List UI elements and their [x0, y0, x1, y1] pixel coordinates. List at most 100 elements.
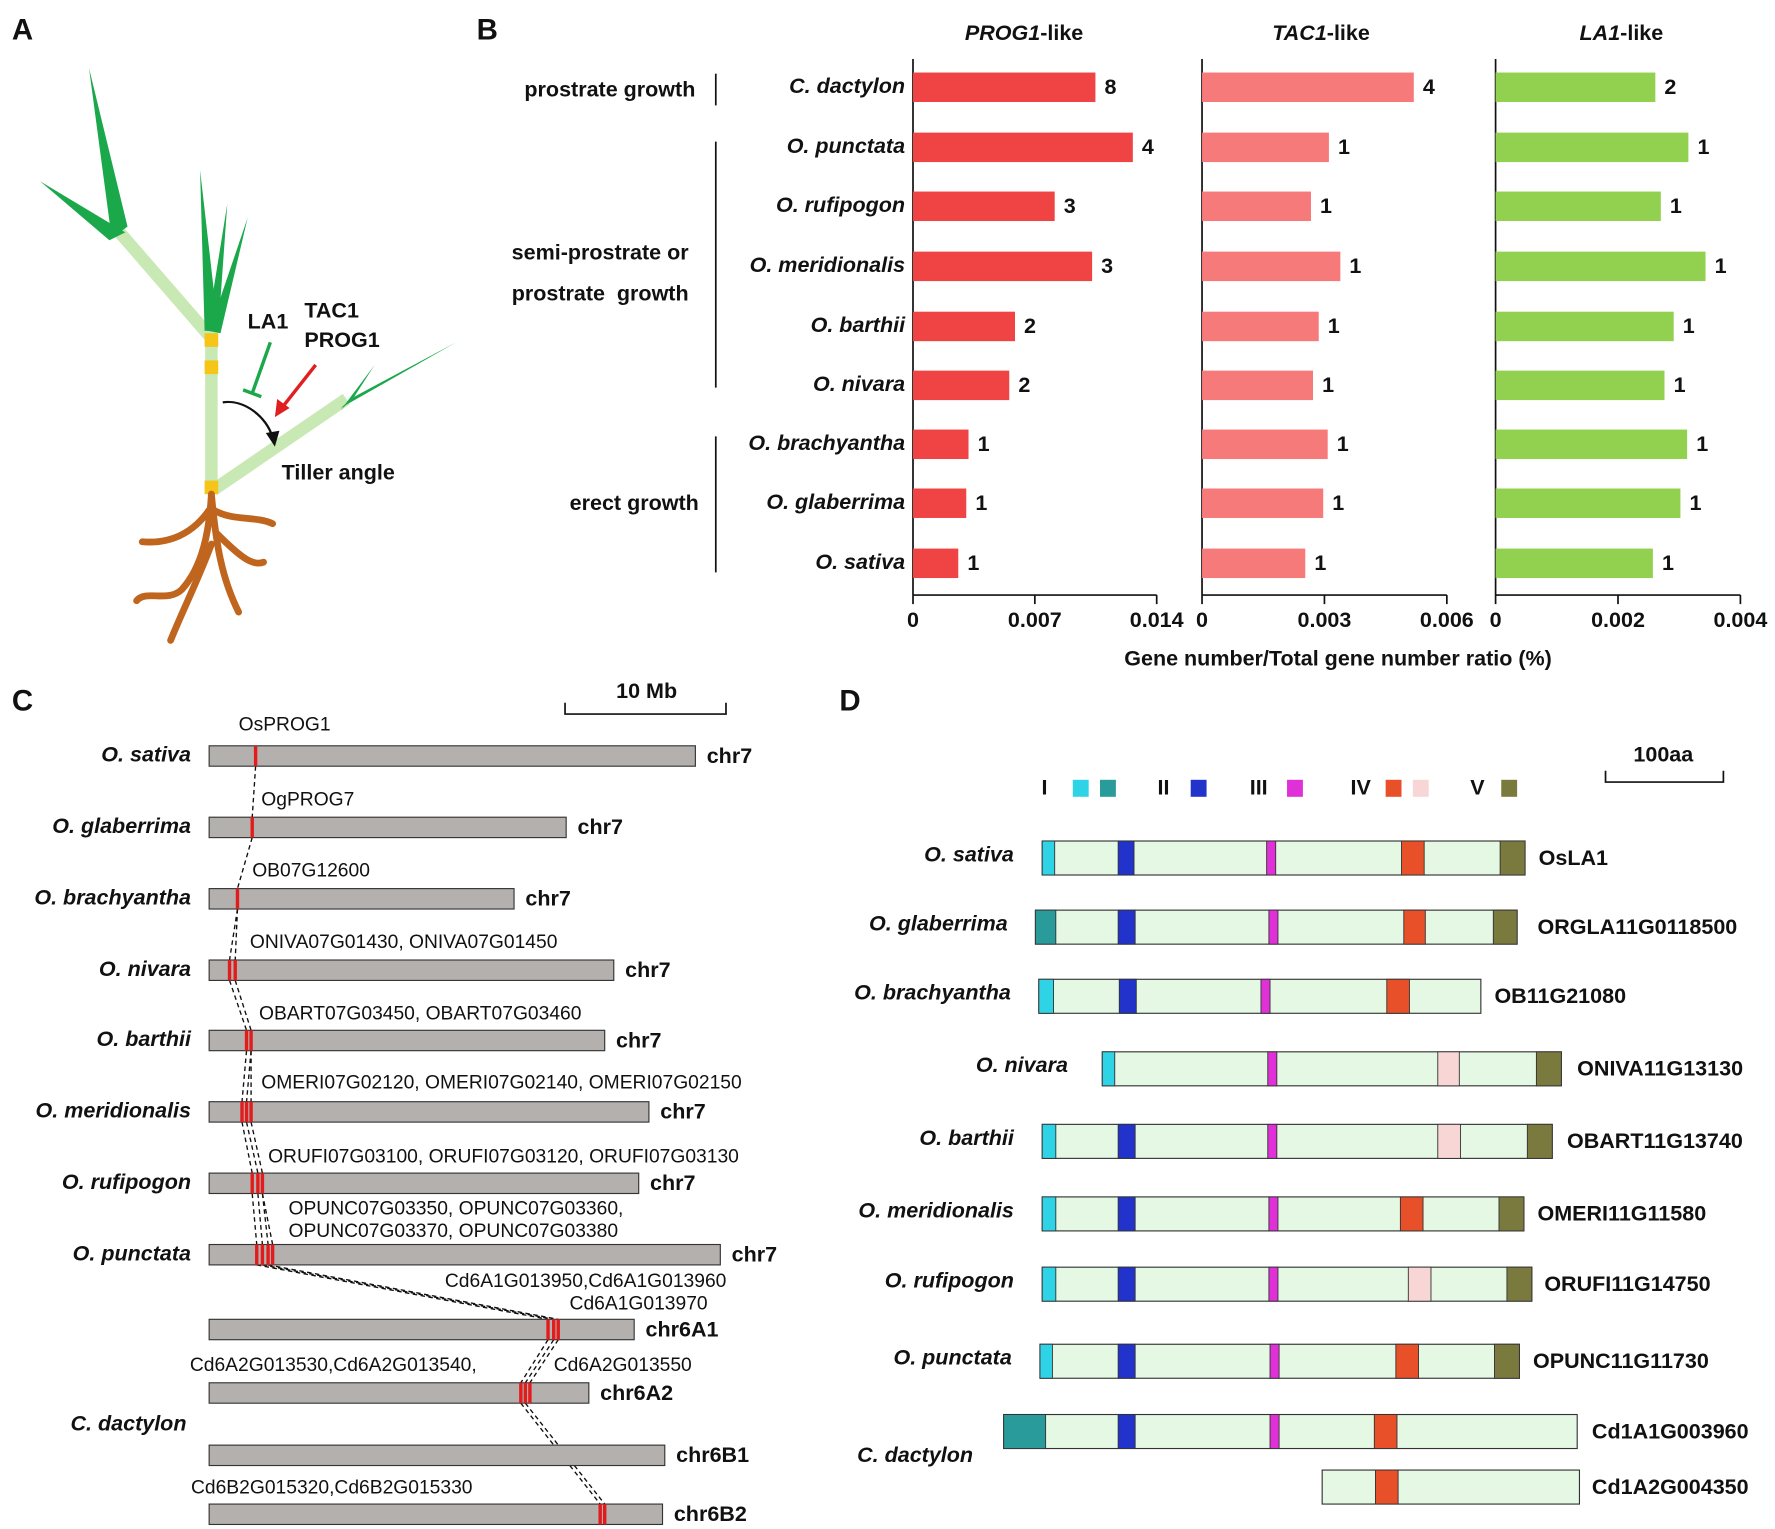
synteny-link: [245, 1050, 252, 1102]
species-label: O. nivara: [99, 957, 191, 981]
chromosome-label: chr6A1: [646, 1317, 719, 1341]
gene-label: Cd6B2G015320,Cd6B2G015330: [191, 1477, 472, 1498]
count-label: 1: [1697, 135, 1709, 159]
domain: [1269, 1343, 1280, 1379]
species-label: O. glaberrima: [52, 814, 191, 838]
bar: [1495, 191, 1661, 222]
synteny-link: [520, 1339, 549, 1384]
count-label: 1: [1314, 551, 1326, 575]
bar: [913, 191, 1055, 222]
synteny-link: [241, 1121, 253, 1174]
panel-label: D: [839, 685, 860, 718]
domain: [1403, 909, 1426, 945]
chromosome: [208, 745, 696, 767]
bar: [1202, 429, 1328, 460]
domain: [1266, 840, 1277, 876]
synteny-link: [256, 1264, 549, 1320]
gene-label: Cd1A2G004350: [1592, 1475, 1749, 1499]
domain: [1437, 1051, 1460, 1087]
gene-locus: [227, 960, 232, 981]
domain: [1101, 1051, 1116, 1087]
x-tick-label: 0: [907, 608, 919, 632]
x-tick-label: 0: [1196, 608, 1208, 632]
chromosome-label: chr6B1: [676, 1443, 749, 1467]
count-label: 1: [978, 432, 990, 456]
domain: [1117, 1414, 1136, 1449]
gene-locus: [233, 960, 237, 981]
title-suffix: -like: [1620, 21, 1663, 45]
bar: [1202, 132, 1329, 163]
count-label: 4: [1423, 75, 1435, 99]
synteny-link: [267, 1264, 559, 1320]
bar: [913, 370, 1010, 401]
chromosome-label: chr7: [707, 744, 752, 768]
protein: [1101, 1051, 1562, 1087]
synteny-link: [257, 1193, 264, 1245]
bar: [1495, 370, 1665, 401]
species-label: O. meridionalis: [858, 1198, 1013, 1222]
count-label: 2: [1024, 314, 1036, 338]
scale-label: 100aa: [1633, 743, 1694, 767]
species-label: C. dactylon: [857, 1443, 973, 1467]
domain: [1268, 1266, 1279, 1302]
chromosome-label: chr7: [625, 958, 670, 982]
panel-label: B: [477, 14, 498, 47]
synteny-link: [251, 766, 257, 818]
gene-locus: [244, 1030, 249, 1051]
synteny-link: [234, 908, 239, 961]
count-label: 1: [1674, 373, 1686, 397]
gene-label: Cd6A2G013550: [554, 1355, 692, 1376]
count-label: 2: [1664, 75, 1676, 99]
category-label: O. glaberrima: [766, 490, 905, 514]
count-label: 1: [1696, 432, 1708, 456]
synteny-link: [228, 908, 239, 961]
count-label: 2: [1018, 373, 1030, 397]
gene-label: OMERI11G11580: [1538, 1202, 1707, 1226]
angle-label: Tiller angle: [282, 460, 395, 484]
domain: [1535, 1051, 1562, 1087]
count-label: 4: [1142, 135, 1154, 159]
gene-label: OPUNC07G03370, OPUNC07G03380: [288, 1221, 618, 1242]
gene-locus: [235, 888, 240, 910]
category-label: O. barthii: [811, 313, 906, 337]
scale-bar: [564, 702, 727, 715]
x-tick-label: 0.007: [1008, 608, 1062, 632]
bar: [1202, 370, 1314, 401]
domain: [1041, 1266, 1057, 1302]
gene-label: OBART11G13740: [1567, 1129, 1743, 1153]
domain: [1038, 978, 1055, 1014]
synteny-link: [234, 980, 252, 1031]
bar: [1202, 548, 1306, 579]
gene-label: ONIVA11G13130: [1577, 1057, 1743, 1081]
species-label: O. barthii: [919, 1126, 1014, 1150]
domain: [1407, 1266, 1432, 1302]
domain: [1117, 840, 1135, 876]
x-tick-label: 0.004: [1713, 608, 1767, 632]
legend-label: V: [1470, 776, 1485, 800]
synteny-link: [261, 1193, 274, 1245]
gene-locus: [528, 1382, 532, 1404]
domain: [1401, 840, 1425, 876]
bar: [1495, 429, 1688, 460]
bar: [1495, 548, 1653, 579]
gene-locus: [260, 1173, 265, 1194]
species-label: O. barthii: [97, 1027, 192, 1051]
title-gene: PROG1: [965, 21, 1040, 45]
gene-label: OB07G12600: [252, 861, 370, 882]
domain: [1374, 1469, 1399, 1505]
domain: [1269, 1414, 1280, 1449]
chromosome: [208, 1101, 650, 1123]
domain: [1395, 1343, 1419, 1379]
panel-label: A: [12, 14, 33, 47]
count-label: 1: [1322, 373, 1334, 397]
bar: [1202, 191, 1311, 222]
species-label: O. sativa: [924, 842, 1014, 866]
species-label: O. sativa: [101, 743, 191, 767]
gene-label: OBART07G03450, OBART07G03460: [259, 1004, 581, 1025]
protein: [1321, 1469, 1581, 1505]
category-label: O. meridionalis: [750, 253, 905, 277]
chromosome-label: chr7: [525, 887, 570, 911]
domain: [1117, 1343, 1136, 1379]
title-suffix: -like: [1040, 21, 1083, 45]
